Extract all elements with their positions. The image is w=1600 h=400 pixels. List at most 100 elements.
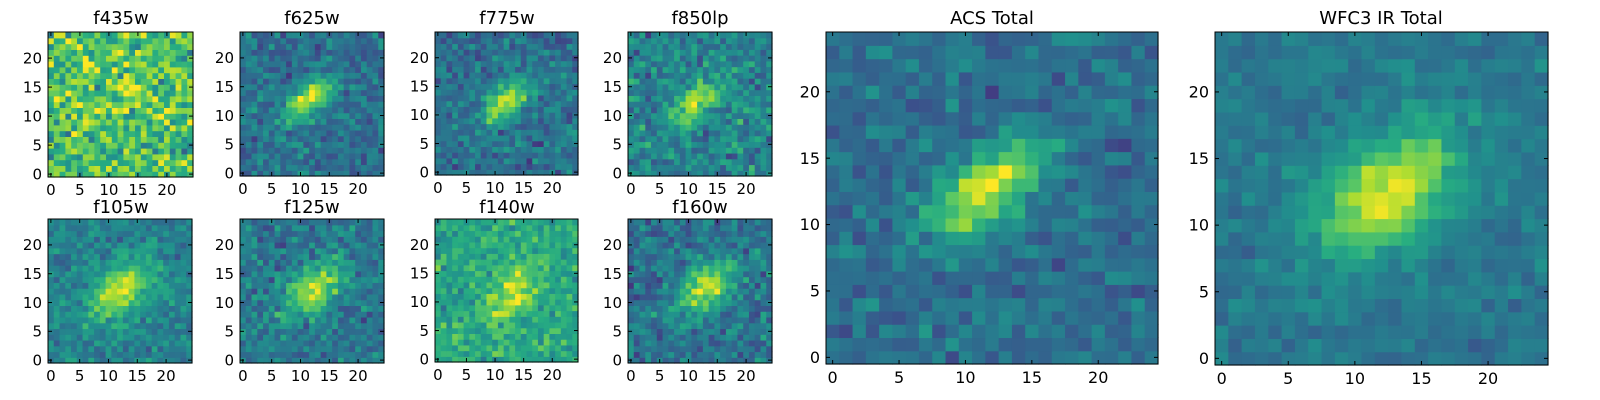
heatmap-cell [140, 351, 147, 358]
heatmap-cell [320, 129, 327, 137]
heatmap-cell [135, 101, 142, 108]
heatmap-cell [515, 106, 522, 113]
heatmap-cell [457, 54, 465, 62]
heatmap-cell [697, 55, 704, 62]
heatmap-cell [674, 78, 681, 85]
heatmap-cell [532, 236, 539, 243]
heatmap-cell [639, 129, 646, 137]
heatmap-cell [134, 282, 141, 289]
heatmap-cell [337, 60, 345, 68]
heatmap-cell [685, 112, 692, 119]
heatmap-cell [163, 276, 170, 283]
heatmap-cell [135, 90, 142, 97]
heatmap-cell [714, 328, 721, 335]
heatmap-cell [725, 282, 733, 289]
heatmap-cell [157, 219, 164, 226]
heatmap-cell [181, 32, 188, 39]
heatmap-cell [105, 288, 112, 295]
heatmap-cell [486, 106, 493, 113]
heatmap-cell [492, 54, 499, 62]
heatmap-cell [76, 259, 84, 266]
heatmap-cell [291, 224, 299, 232]
heatmap-cell [240, 78, 247, 85]
heatmap-cell [180, 339, 187, 347]
heatmap-cell [651, 152, 658, 160]
heatmap-cell [731, 288, 739, 295]
heatmap-cell [309, 242, 316, 249]
heatmap-cell [766, 106, 773, 114]
heatmap-cell [355, 247, 362, 255]
heatmap-cell [152, 55, 159, 62]
heatmap-cell [714, 311, 721, 318]
heatmap-cell [140, 148, 148, 155]
heatmap-cell [532, 270, 539, 277]
heatmap-cell [332, 322, 339, 330]
heatmap-cell [117, 159, 124, 166]
heatmap-cell [106, 95, 113, 103]
heatmap-cell [263, 247, 270, 255]
heatmap-cell [440, 344, 448, 352]
heatmap-cell [111, 351, 118, 358]
heatmap-cell [691, 129, 698, 137]
heatmap-cell [337, 230, 345, 237]
heatmap-cell [549, 299, 556, 306]
heatmap-cell [157, 265, 164, 272]
heatmap-cell [360, 66, 368, 73]
heatmap-cell [475, 129, 482, 136]
heatmap-cell [257, 247, 264, 255]
heatmap-cell [509, 163, 516, 170]
heatmap-cell [326, 259, 333, 266]
heatmap-cell [263, 322, 270, 330]
heatmap-cell [151, 322, 159, 330]
heatmap-cell [469, 134, 476, 142]
heatmap-cell [720, 147, 727, 154]
heatmap-cell [268, 282, 276, 289]
heatmap-cell [111, 113, 119, 120]
heatmap-cell [48, 124, 55, 132]
heatmap-cell [720, 293, 727, 301]
heatmap-cell [82, 357, 89, 364]
heatmap-cell [662, 299, 669, 306]
heatmap-cell [469, 321, 476, 329]
x-tick-label: 0 [238, 367, 248, 385]
heatmap-cell [175, 78, 182, 85]
y-tick-label: 10 [23, 294, 42, 312]
heatmap-cell [469, 169, 476, 176]
heatmap-cell [65, 136, 72, 143]
heatmap-cell [486, 112, 493, 119]
heatmap-cell [99, 316, 107, 324]
heatmap-cell [48, 253, 55, 260]
heatmap-cell [77, 84, 84, 91]
heatmap-cell [543, 293, 550, 300]
heatmap-cell [145, 265, 153, 272]
heatmap-cell [257, 147, 264, 154]
heatmap-cell [314, 170, 322, 177]
heatmap-cell [263, 118, 270, 125]
heatmap-cell [94, 153, 101, 161]
heatmap-cell [332, 49, 339, 56]
heatmap-cell [480, 224, 488, 232]
heatmap-cell [291, 135, 299, 143]
heatmap-cell [76, 339, 84, 347]
heatmap-cell [309, 293, 316, 301]
heatmap-cell [480, 321, 488, 329]
heatmap-cell [366, 32, 374, 39]
heatmap-cell [257, 293, 264, 301]
heatmap-cell [174, 247, 182, 255]
heatmap-cell [633, 288, 641, 295]
heatmap-cell [309, 219, 316, 226]
heatmap-cell [702, 311, 710, 318]
heatmap-cell [257, 322, 264, 330]
heatmap-cell [452, 293, 459, 300]
heatmap-cell [469, 77, 476, 85]
heatmap-cell [760, 288, 767, 295]
heatmap-cell [343, 158, 351, 166]
heatmap-cell [645, 322, 652, 330]
heatmap-cell [691, 49, 698, 56]
heatmap-cell [240, 49, 247, 56]
heatmap-cell [566, 54, 573, 62]
heatmap-cell [566, 241, 573, 249]
heatmap-cell [572, 236, 579, 243]
heatmap-cell [263, 224, 270, 232]
heatmap-cell [53, 119, 61, 126]
